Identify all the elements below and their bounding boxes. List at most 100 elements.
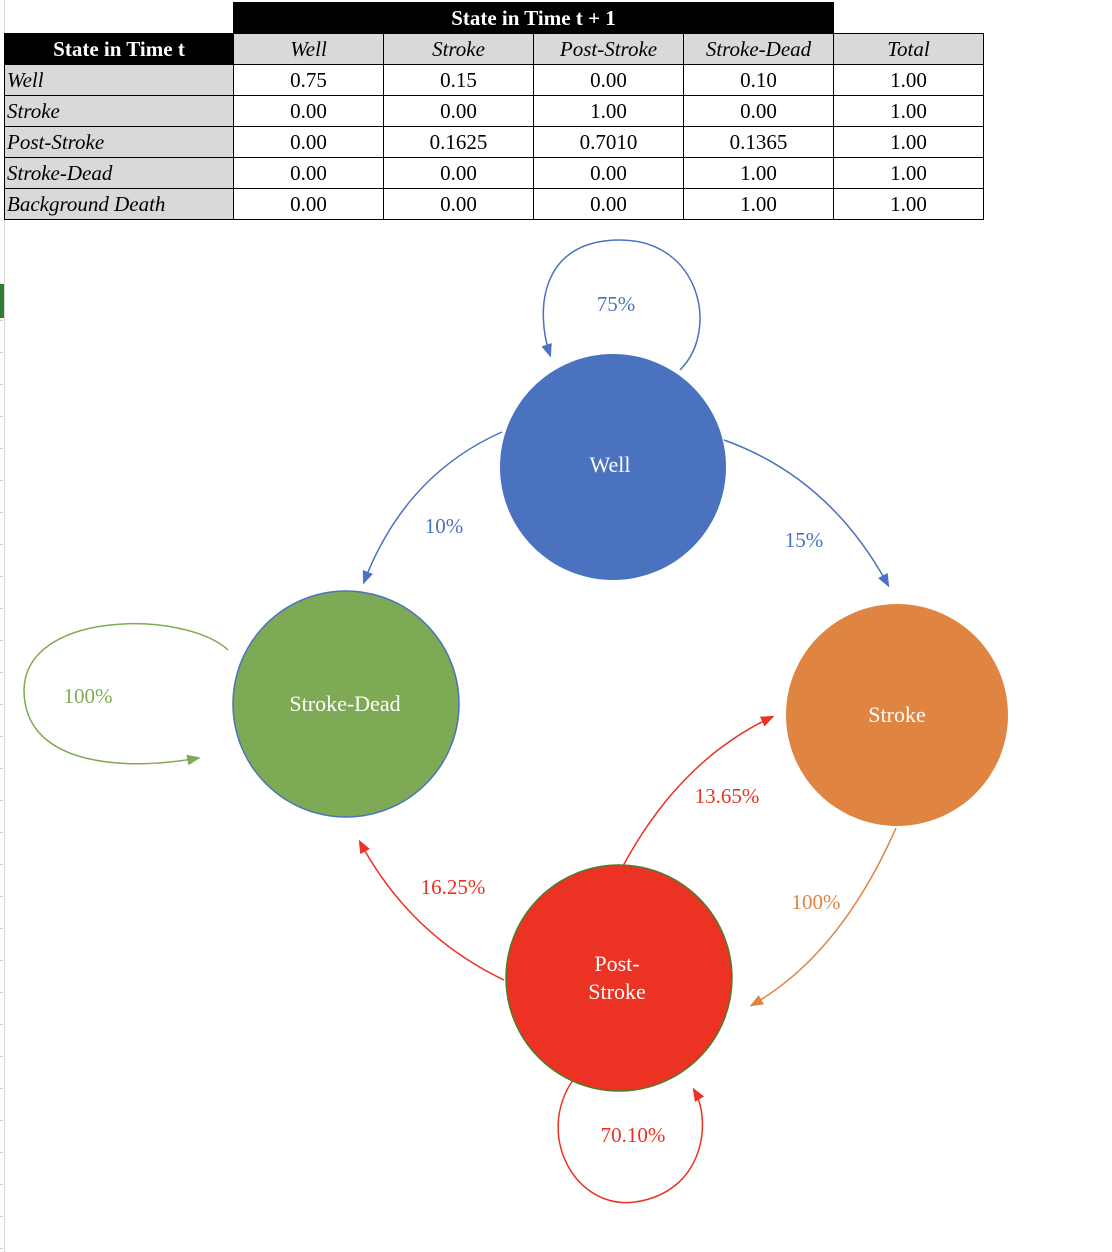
edge-post-to-dead xyxy=(358,839,505,981)
gutter-row-tick xyxy=(0,1024,3,1025)
gutter-row-tick xyxy=(0,832,3,833)
gutter-row-tick xyxy=(0,352,3,353)
table-cell[interactable]: 1.00 xyxy=(833,126,984,158)
row-header-title: State in Time t xyxy=(4,33,234,65)
table-row: Well 0.75 0.15 0.00 0.10 1.00 xyxy=(4,64,984,96)
table-cell[interactable]: 0.1365 xyxy=(683,126,834,158)
gutter-row-tick xyxy=(0,704,3,705)
gutter-row-tick xyxy=(0,992,3,993)
table-cell[interactable]: 0.00 xyxy=(233,95,384,127)
gutter-row-tick xyxy=(0,928,3,929)
row-label[interactable]: Well xyxy=(4,64,234,96)
gutter-row-tick xyxy=(0,1216,3,1217)
gutter-row-tick xyxy=(0,608,3,609)
gutter-row-tick xyxy=(0,512,3,513)
table-cell[interactable]: 1.00 xyxy=(833,188,984,220)
table-cell[interactable]: 0.00 xyxy=(533,188,684,220)
gutter-row-tick xyxy=(0,736,3,737)
node-stroke-label: Stroke xyxy=(868,702,925,727)
gutter-row-tick xyxy=(0,640,3,641)
gutter-row-tick xyxy=(0,416,3,417)
table-cell[interactable]: 0.00 xyxy=(533,64,684,96)
edge-label-dead-self: 100% xyxy=(64,684,113,708)
super-header: State in Time t + 1 xyxy=(233,2,834,34)
table-cell[interactable]: 0.15 xyxy=(383,64,534,96)
sheet-left-gutter xyxy=(0,0,5,1252)
column-header: Total xyxy=(833,33,984,65)
transition-matrix-table: State in Time t + 1 State in Time t Well… xyxy=(4,2,984,220)
table-cell[interactable]: 1.00 xyxy=(833,157,984,189)
table-cell[interactable]: 1.00 xyxy=(683,188,834,220)
row-label[interactable]: Stroke xyxy=(4,95,234,127)
table-row: Post-Stroke 0.00 0.1625 0.7010 0.1365 1.… xyxy=(4,126,984,158)
gutter-row-tick xyxy=(0,320,3,321)
table-row: Background Death 0.00 0.00 0.00 1.00 1.0… xyxy=(4,188,984,220)
gutter-row-tick xyxy=(0,480,3,481)
table-cell[interactable]: 0.00 xyxy=(533,157,684,189)
table-cell[interactable]: 0.7010 xyxy=(533,126,684,158)
edge-label-well-self: 75% xyxy=(597,292,636,316)
gutter-row-tick xyxy=(0,864,3,865)
table-cell[interactable]: 1.00 xyxy=(833,95,984,127)
edge-stroke-to-post xyxy=(749,827,897,1007)
node-post-stroke-label-line1: Post- xyxy=(594,951,639,976)
gutter-row-tick xyxy=(0,1056,3,1057)
gutter-row-tick xyxy=(0,896,3,897)
node-post-stroke[interactable] xyxy=(505,864,733,1092)
node-well[interactable] xyxy=(500,354,726,580)
table-cell[interactable]: 0.10 xyxy=(683,64,834,96)
edge-well-to-dead xyxy=(362,431,503,585)
edge-post-to-stroke xyxy=(622,715,775,867)
table-cell[interactable]: 0.75 xyxy=(233,64,384,96)
node-stroke-dead-label: Stroke-Dead xyxy=(289,691,400,716)
table-row: Stroke 0.00 0.00 1.00 0.00 1.00 xyxy=(4,95,984,127)
node-well-label: Well xyxy=(590,452,631,477)
edge-post-self xyxy=(557,1079,705,1204)
edge-label-post-to-stroke: 13.65% xyxy=(695,784,760,808)
table-cell[interactable]: 0.00 xyxy=(233,157,384,189)
table-super-header-row: State in Time t + 1 xyxy=(4,2,984,34)
node-stroke[interactable] xyxy=(786,604,1008,826)
gutter-row-tick xyxy=(0,448,3,449)
edge-label-post-self: 70.10% xyxy=(601,1123,666,1147)
table-cell[interactable]: 1.00 xyxy=(533,95,684,127)
edge-well-to-stroke xyxy=(723,439,890,588)
table-cell[interactable]: 0.1625 xyxy=(383,126,534,158)
row-label[interactable]: Stroke-Dead xyxy=(4,157,234,189)
table-cell[interactable]: 0.00 xyxy=(383,188,534,220)
edge-label-well-to-stroke: 15% xyxy=(785,528,824,552)
edge-well-self xyxy=(541,239,701,371)
table-corner-blank xyxy=(4,2,234,34)
gutter-row-tick xyxy=(0,544,3,545)
gutter-row-tick xyxy=(0,1152,3,1153)
edge-label-well-to-dead: 10% xyxy=(425,514,464,538)
column-header: Well xyxy=(233,33,384,65)
row-label[interactable]: Background Death xyxy=(4,188,234,220)
gutter-row-tick xyxy=(0,768,3,769)
node-stroke-dead[interactable] xyxy=(232,590,460,818)
table-cell[interactable]: 1.00 xyxy=(833,64,984,96)
gutter-row-tick xyxy=(0,384,3,385)
gutter-row-tick xyxy=(0,1184,3,1185)
gutter-row-tick xyxy=(0,576,3,577)
gutter-row-tick xyxy=(0,1248,3,1249)
table-cell[interactable]: 0.00 xyxy=(383,95,534,127)
table-header-row: State in Time t Well Stroke Post-Stroke … xyxy=(4,33,984,65)
table-cell[interactable]: 0.00 xyxy=(233,126,384,158)
gutter-row-tick xyxy=(0,672,3,673)
table-cell[interactable]: 0.00 xyxy=(233,188,384,220)
node-post-stroke-label-line2: Stroke xyxy=(588,979,645,1004)
table-corner-blank-right xyxy=(833,2,984,34)
column-header: Stroke xyxy=(383,33,534,65)
selected-row-indicator xyxy=(0,284,4,318)
table-cell[interactable]: 0.00 xyxy=(383,157,534,189)
edge-label-stroke-to-post: 100% xyxy=(792,890,841,914)
row-label[interactable]: Post-Stroke xyxy=(4,126,234,158)
gutter-row-tick xyxy=(0,1088,3,1089)
column-header: Post-Stroke xyxy=(533,33,684,65)
edge-dead-self xyxy=(23,623,229,766)
gutter-row-tick xyxy=(0,1120,3,1121)
column-header: Stroke-Dead xyxy=(683,33,834,65)
gutter-row-tick xyxy=(0,800,3,801)
